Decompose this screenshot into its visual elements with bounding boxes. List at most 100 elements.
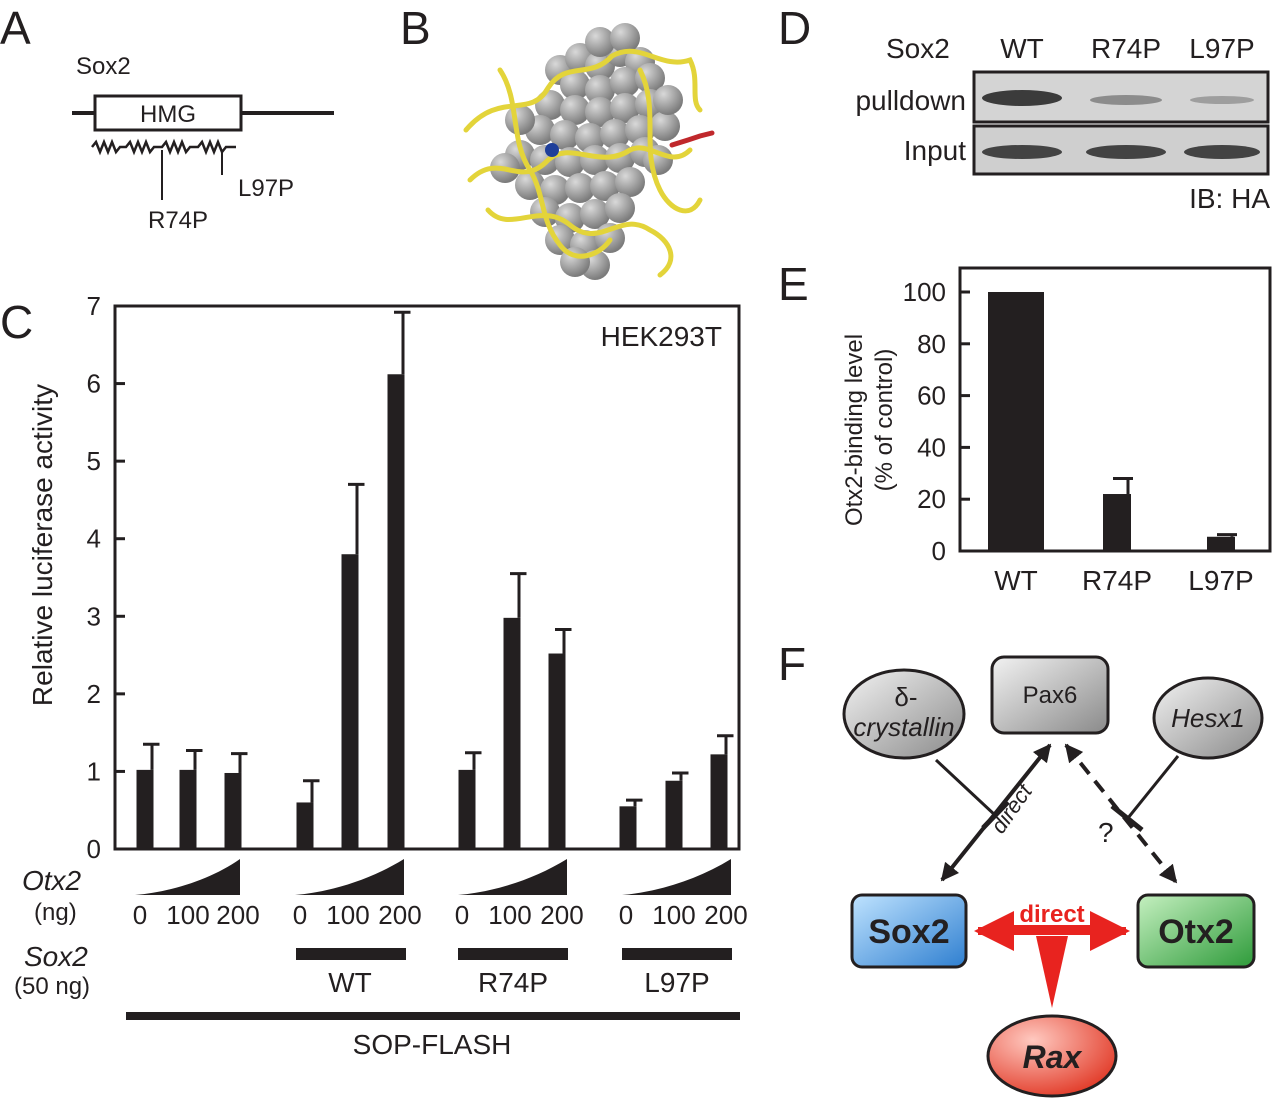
c-bar-8	[548, 653, 566, 849]
c-dose-label-8: 200	[540, 900, 583, 930]
e-y-ticks: 0 20 40 60 80 100	[903, 277, 970, 566]
c-bar-0	[136, 769, 154, 849]
c-dose-label-6: 0	[455, 900, 469, 930]
row-label-otx2-unit: (ng)	[34, 899, 77, 926]
c-bar-9	[619, 806, 637, 849]
c-cell-line-label: HEK293T	[601, 321, 722, 352]
e-bar-2	[1207, 536, 1235, 551]
edge-delta-crystallin-inhibit-bar	[981, 800, 1010, 830]
c-dose-label-1: 100	[166, 900, 209, 930]
panel-f: F δ- crystallin Pax6 Hesx1 Sox2 Otx2 Rax…	[778, 638, 1264, 1098]
panel-d-label: D	[778, 2, 811, 54]
c-bar-2	[224, 772, 242, 849]
c-plot-frame	[113, 304, 741, 851]
lane-label-wt: WT	[1000, 33, 1044, 64]
node-delta-crystallin-label-a: δ-	[894, 682, 917, 712]
c-bar-3	[296, 802, 314, 849]
panel-b: B	[400, 2, 715, 280]
l97-residue-marker	[669, 130, 715, 148]
sox2-protein-label: Sox2	[76, 53, 131, 80]
row-label-otx2: Otx2	[22, 865, 82, 896]
edge-hesx1-inhibit-bar	[1110, 804, 1144, 832]
band-input-l97p	[1184, 145, 1260, 159]
sox2-bar-l97p	[622, 948, 732, 960]
e-y-axis-label-line2: (% of control)	[871, 349, 898, 492]
node-pax6	[990, 655, 1110, 735]
c-bar-5	[387, 374, 405, 849]
e-category-label-0: WT	[994, 565, 1038, 596]
e-bars	[988, 292, 1237, 551]
dose-ramp-2	[295, 859, 404, 895]
c-dose-label-11: 200	[704, 900, 747, 930]
group-label-r74p: R74P	[478, 967, 548, 998]
protein-sphere-38	[585, 27, 615, 57]
panel-d: D Sox2 WT R74P L97P pulldown Input IB: H…	[778, 2, 1270, 214]
c-y-tick-label-4: 4	[87, 524, 101, 554]
node-delta-crystallin-label-b: crystallin	[853, 712, 954, 742]
protein-sphere-10	[560, 95, 590, 125]
protein-sphere-7	[610, 67, 640, 97]
edge-delta-crystallin-inhibit	[934, 758, 998, 818]
protein-sphere-28	[565, 173, 595, 203]
c-dose-label-4: 100	[326, 900, 369, 930]
row-label-pulldown: pulldown	[855, 85, 966, 116]
node-hesx1	[1152, 676, 1264, 760]
c-dose-label-7: 100	[488, 900, 531, 930]
dose-ramp-3	[458, 859, 567, 895]
protein-sphere-12	[610, 93, 640, 123]
r74-residue-marker	[545, 143, 559, 157]
panel-b-label: B	[400, 2, 431, 54]
mutation-l97p-label: L97P	[238, 175, 294, 202]
panel-f-label: F	[778, 638, 806, 690]
protein-sphere-5	[560, 70, 590, 100]
e-bar-0	[988, 292, 1044, 551]
panel-c: C Relative luciferase activity 01234567 …	[0, 291, 748, 1060]
panel-e-label: E	[778, 258, 809, 310]
c-bars	[136, 310, 734, 849]
edge-pax6-otx2	[1064, 743, 1178, 884]
e-category-labels: WT R74P L97P	[994, 565, 1253, 596]
protein-sphere-6	[585, 75, 615, 105]
node-hesx1-label: Hesx1	[1171, 703, 1245, 733]
c-dose-label-0: 0	[133, 900, 147, 930]
c-bar-11	[710, 754, 728, 849]
hmg-domain-box	[93, 94, 243, 132]
protein-sphere-43	[653, 85, 683, 115]
c-bar-1	[179, 769, 197, 849]
panel-a-label: A	[0, 2, 31, 54]
node-otx2-label: Otx2	[1158, 913, 1234, 951]
c-dose-label-2: 200	[216, 900, 259, 930]
protein-sphere-42	[505, 105, 535, 135]
reporter-bar	[126, 1012, 740, 1020]
c-bar-4	[341, 554, 359, 849]
edge-hesx1-inhibit	[1126, 755, 1180, 819]
c-y-tick-label-5: 5	[87, 446, 101, 476]
band-input-wt	[982, 145, 1062, 159]
e-y-tick-label-3: 60	[917, 381, 946, 411]
edge-pax6-otx2-question: ?	[1098, 817, 1114, 848]
dose-ramp-1	[135, 859, 240, 895]
lane-label-r74p: R74P	[1091, 33, 1161, 64]
c-dose-label-10: 100	[652, 900, 695, 930]
panel-c-label: C	[0, 296, 33, 348]
row-label-sox2: Sox2	[24, 941, 88, 972]
c-dose-label-3: 0	[293, 900, 307, 930]
panel-a: A Sox2 HMG R74P L97P	[0, 2, 334, 234]
sox2-bar-r74p	[458, 948, 568, 960]
node-rax	[986, 1014, 1118, 1098]
edge-sox2-pax6-label: direct	[986, 779, 1038, 838]
protein-sphere-33	[580, 199, 610, 229]
c-y-tick-label-6: 6	[87, 369, 101, 399]
e-y-tick-label-4: 80	[917, 329, 946, 359]
band-pulldown-l97p	[1190, 96, 1254, 104]
e-category-label-2: L97P	[1188, 565, 1253, 596]
group-label-wt: WT	[328, 967, 372, 998]
c-bar-6	[458, 769, 476, 849]
node-sox2	[850, 893, 968, 969]
band-pulldown-r74p	[1090, 95, 1162, 105]
dna-backbone-ribbon	[463, 48, 703, 278]
otx2-dose-ramps	[135, 859, 731, 895]
sox2-bar-wt	[296, 948, 406, 960]
hmg-domain-label: HMG	[140, 101, 196, 128]
